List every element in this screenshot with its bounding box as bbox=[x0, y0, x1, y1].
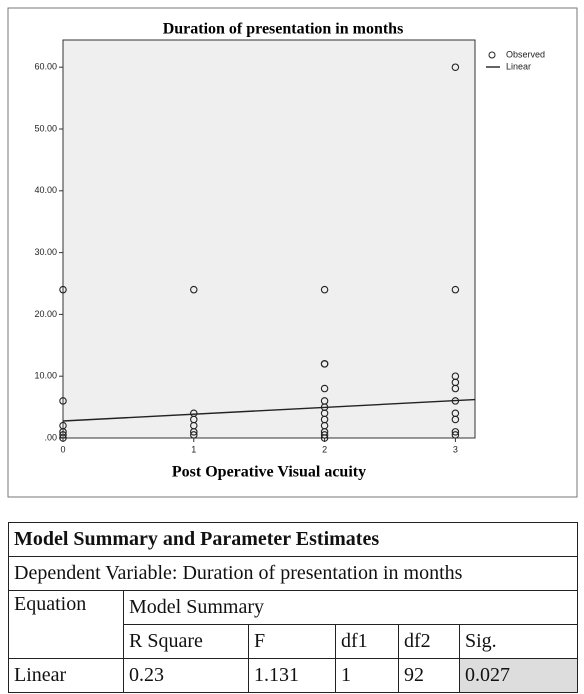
y-tick-label: 20.00 bbox=[34, 309, 57, 319]
cell: 92 bbox=[398, 658, 460, 693]
cell: 0.23 bbox=[123, 658, 249, 693]
y-tick-label: 30.00 bbox=[34, 247, 57, 257]
x-tick-label: 3 bbox=[453, 444, 458, 454]
point bbox=[451, 63, 460, 71]
legend-label: Observed bbox=[506, 49, 545, 59]
point bbox=[451, 431, 460, 439]
point bbox=[451, 428, 460, 436]
header-cell: Model Summary bbox=[123, 590, 578, 625]
legend-marker bbox=[488, 51, 496, 59]
table-title: Model Summary and Parameter Estimates bbox=[8, 522, 578, 557]
x-axis-label: Post Operative Visual acuity bbox=[172, 464, 366, 481]
point bbox=[59, 285, 67, 294]
header-cell: df1 bbox=[335, 624, 399, 659]
y-tick-label: 10.00 bbox=[34, 371, 57, 381]
y-tick-label: .00 bbox=[44, 432, 57, 442]
y-tick-label: 40.00 bbox=[34, 185, 57, 195]
cell: 1.131 bbox=[248, 658, 336, 693]
cell: Linear bbox=[8, 658, 124, 693]
chart: Duration of presentation in months Post … bbox=[7, 7, 578, 498]
header-cell: R Square bbox=[123, 624, 249, 659]
table-subtitle: Dependent Variable: Duration of presenta… bbox=[8, 556, 578, 591]
y-tick-label: 60.00 bbox=[34, 62, 57, 72]
point bbox=[451, 285, 460, 294]
point bbox=[190, 428, 198, 436]
point bbox=[320, 360, 329, 368]
point bbox=[59, 431, 67, 439]
point bbox=[451, 384, 460, 393]
point bbox=[320, 434, 329, 442]
header-cell: df2 bbox=[398, 624, 460, 659]
fit-line bbox=[62, 398, 476, 422]
x-tick-label: 1 bbox=[191, 444, 196, 454]
legend-label: Linear bbox=[506, 61, 531, 71]
point bbox=[320, 285, 329, 294]
cell: 1 bbox=[335, 658, 399, 693]
cell: 0.027 bbox=[459, 658, 578, 693]
plot-area bbox=[62, 39, 476, 439]
point bbox=[190, 431, 198, 439]
header-cell: Sig. bbox=[459, 624, 578, 659]
point bbox=[190, 285, 198, 294]
point bbox=[320, 431, 329, 439]
point bbox=[59, 434, 67, 442]
point bbox=[320, 384, 329, 393]
header-cell: Equation bbox=[8, 590, 124, 659]
x-tick-label: 0 bbox=[60, 444, 65, 454]
point bbox=[59, 397, 67, 405]
y-tick-label: 50.00 bbox=[34, 123, 57, 133]
point bbox=[451, 415, 460, 424]
header-cell: F bbox=[248, 624, 336, 659]
x-tick-label: 2 bbox=[322, 444, 327, 454]
chart-title: Duration of presentation in months bbox=[163, 21, 404, 38]
model-table: Model Summary and Parameter Estimates De… bbox=[8, 522, 578, 693]
